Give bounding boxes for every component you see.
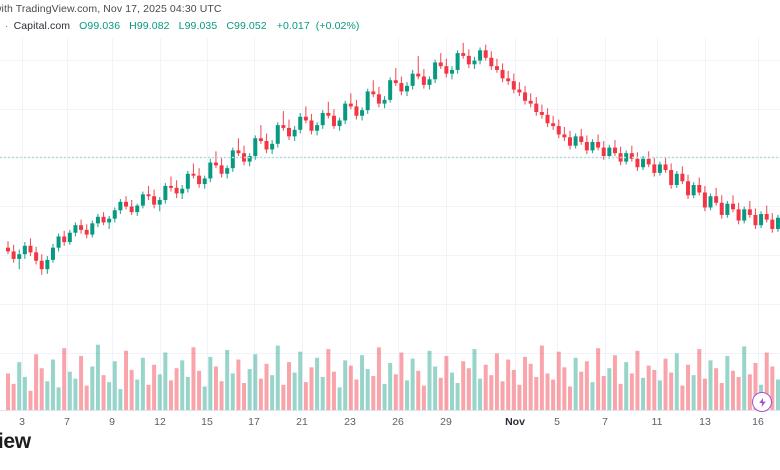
open-label: O <box>79 20 88 32</box>
x-axis-tick: 12 <box>154 416 166 428</box>
x-axis-tick: 11 <box>651 416 663 428</box>
price-volume-plot[interactable] <box>0 38 780 410</box>
change-value: +0.017 <box>276 20 310 32</box>
x-axis-tick: 15 <box>201 416 213 428</box>
x-axis-tick: 9 <box>109 416 115 428</box>
symbol-info-bar: 4h · Capital.com O99.036 H99.082 L99.035… <box>0 20 360 32</box>
attribution-text: ated with TradingView.com, Nov 17, 2025 … <box>0 3 222 15</box>
x-axis-tick: 16 <box>752 416 764 428</box>
x-axis-tick: 17 <box>248 416 260 428</box>
lightning-icon <box>757 397 768 408</box>
source-label[interactable]: Capital.com <box>13 20 71 32</box>
low-group: L99.035 <box>179 20 218 32</box>
close-value: 99.052 <box>234 20 267 32</box>
high-value: 99.082 <box>136 20 170 32</box>
candlesticks <box>6 42 780 275</box>
low-label: L <box>178 20 185 32</box>
open-group: O99.036 <box>79 20 120 32</box>
x-axis-tick: 5 <box>554 416 560 428</box>
x-axis-tick: 29 <box>440 416 452 428</box>
open-value: 99.036 <box>87 20 121 32</box>
x-axis-tick: 7 <box>64 416 70 428</box>
low-value: 99.035 <box>184 20 218 32</box>
change-percent: (+0.02%) <box>315 20 360 32</box>
separator: · <box>4 20 9 32</box>
high-label: H <box>129 20 137 32</box>
close-group: C99.052 <box>226 20 266 32</box>
tradingview-watermark: gView <box>0 430 31 453</box>
x-axis-tick: Nov <box>505 416 525 428</box>
x-axis-tick: 7 <box>602 416 608 428</box>
x-axis-tick: 13 <box>699 416 711 428</box>
x-axis-tick: 23 <box>344 416 356 428</box>
volume-bars <box>6 344 780 410</box>
x-axis[interactable]: 3 7 9 12 15 17 21 23 26 29 Nov 5 7 11 13 16 <box>0 410 780 433</box>
x-axis-tick: 21 <box>296 416 308 428</box>
lightning-badge[interactable] <box>752 392 772 412</box>
x-axis-tick: 3 <box>19 416 25 428</box>
x-axis-tick: 26 <box>392 416 404 428</box>
high-group: H99.082 <box>129 20 169 32</box>
close-label: C <box>226 20 234 32</box>
